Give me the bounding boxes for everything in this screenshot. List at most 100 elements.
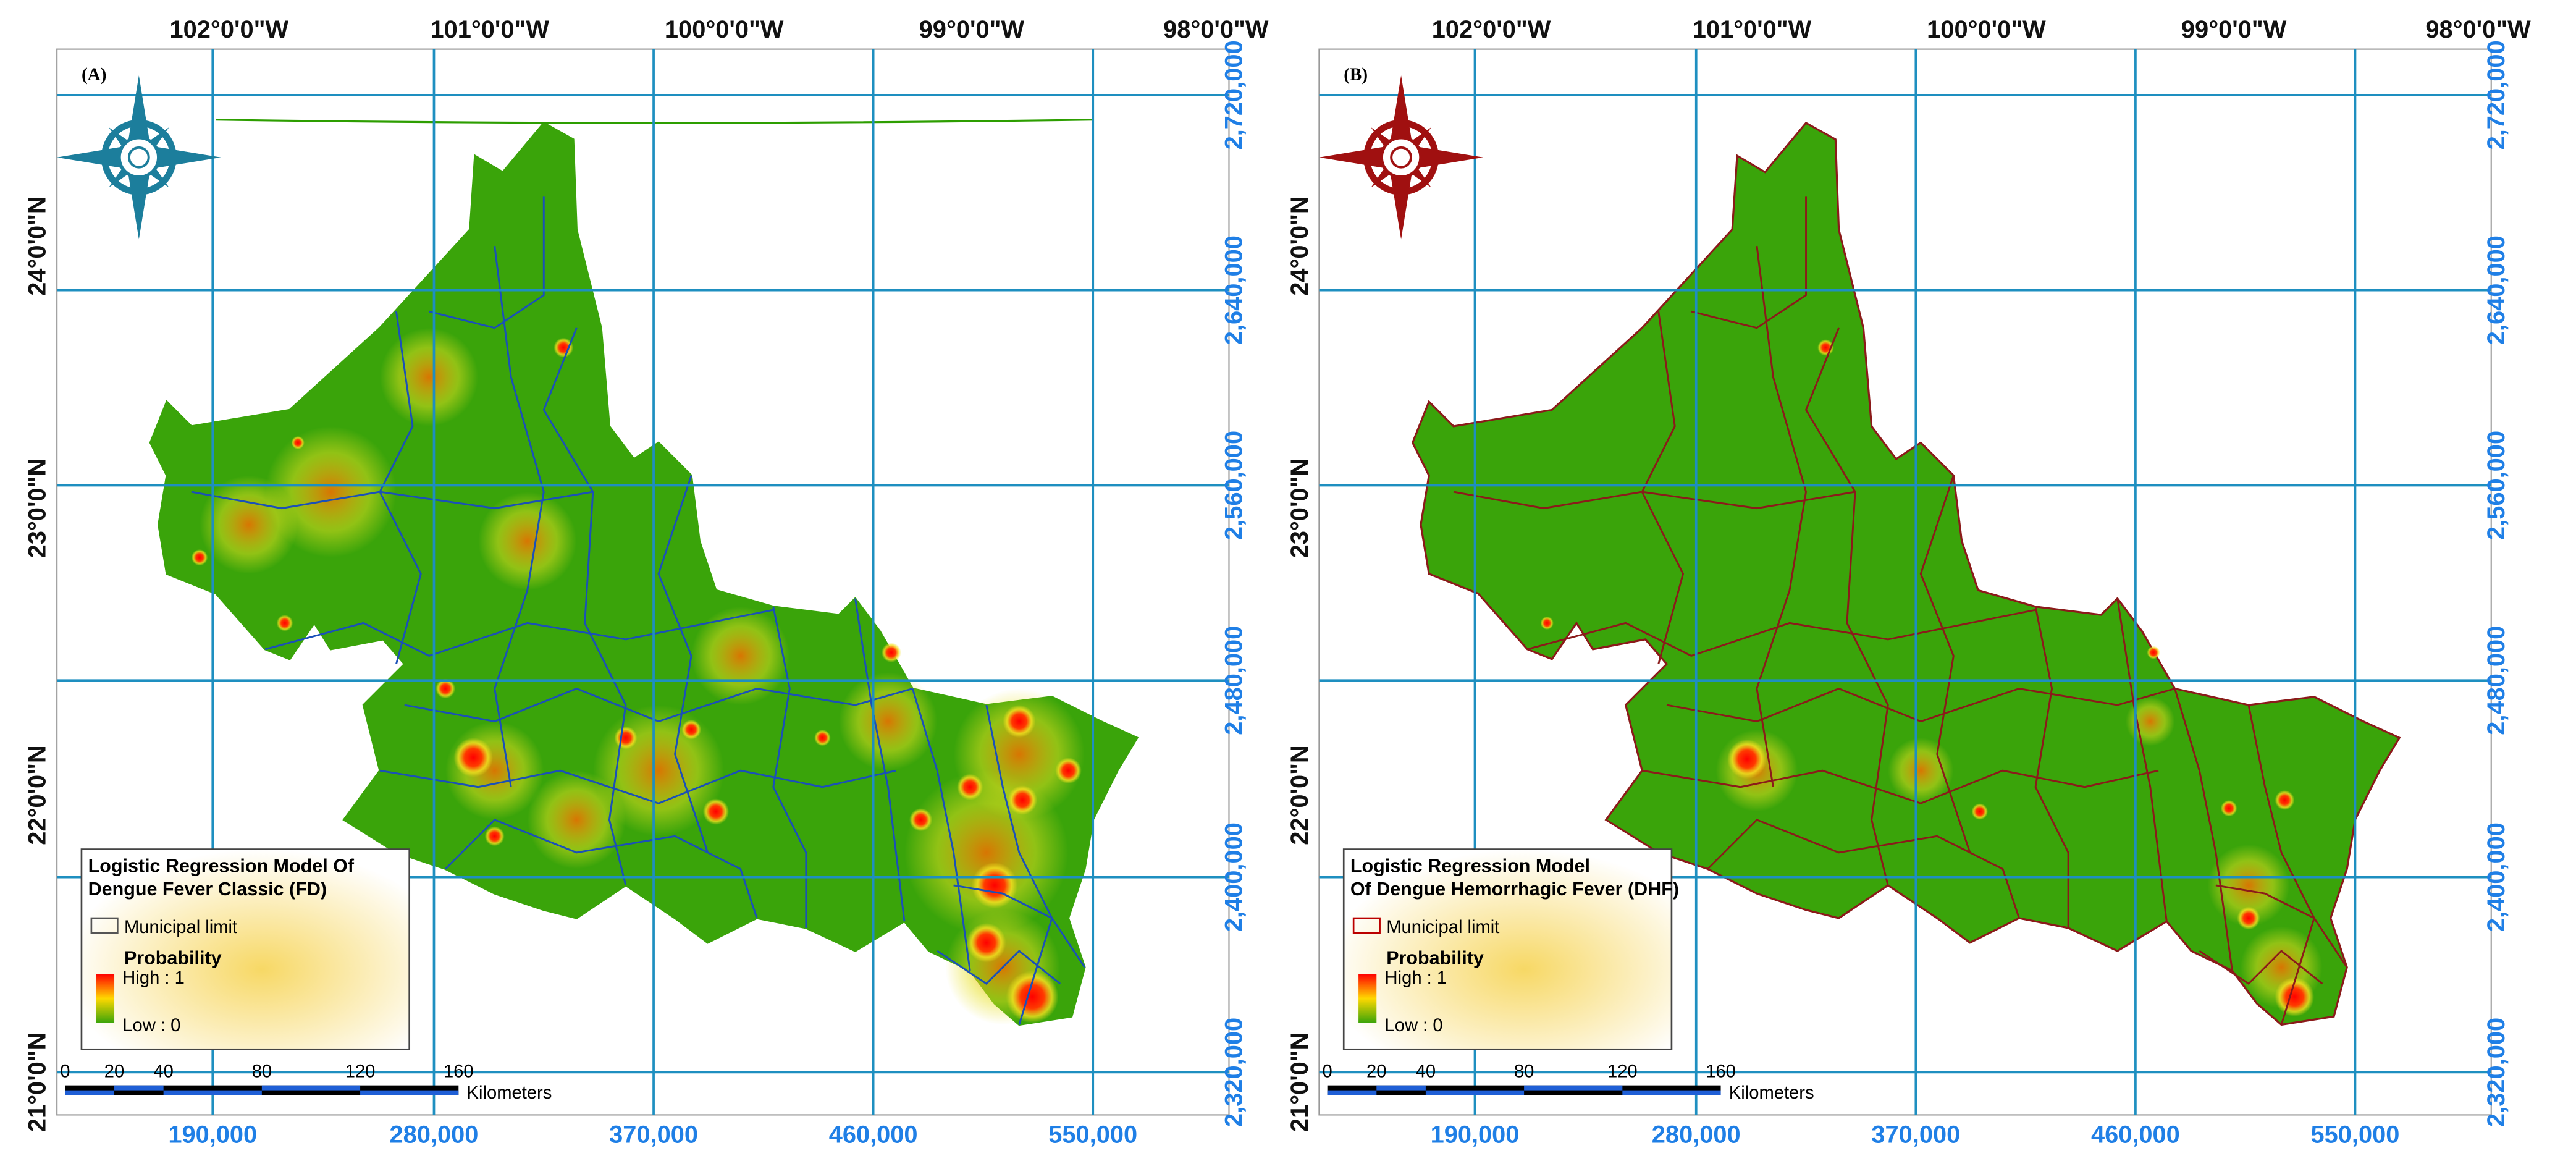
- municipal-limit: [911, 688, 971, 971]
- north-arrow: [57, 75, 221, 240]
- easting-label: 460,000: [2091, 1121, 2180, 1149]
- legend-box: [80, 848, 411, 1050]
- scale-unit: Kilometers: [467, 1083, 552, 1103]
- municipal-limit: [404, 687, 913, 723]
- risk-zone: [478, 492, 577, 591]
- legend-label: Low : 0: [122, 1016, 180, 1036]
- latitude-label: 24°0'0"N: [1286, 196, 1313, 296]
- municipal-limit: [657, 475, 709, 853]
- scale-label: 160: [1706, 1061, 1736, 1081]
- hotspot: [1003, 705, 1036, 738]
- latitude-label: 24°0'0"N: [24, 196, 51, 296]
- risk-zone: [838, 672, 938, 771]
- hotspot: [966, 922, 1006, 963]
- northing-label: 2,560,000: [2483, 431, 2510, 540]
- compass-ring: [1363, 119, 1439, 195]
- latitude-label: 23°0'0"N: [1286, 458, 1313, 559]
- latitude-label: 21°0'0"N: [1286, 1032, 1313, 1133]
- northing-label: 2,320,000: [1221, 1018, 1248, 1127]
- northing-label: 2,320,000: [2483, 1018, 2510, 1127]
- municipal-limit: [2247, 704, 2315, 1025]
- longitude-label: 99°0'0"W: [919, 16, 1025, 43]
- scale-label: 40: [1416, 1061, 1436, 1081]
- scale-label: 160: [444, 1061, 474, 1081]
- scale-segment: [65, 1090, 115, 1095]
- hotspot: [881, 643, 901, 663]
- scale-segment: [163, 1090, 262, 1095]
- hotspot: [1006, 970, 1059, 1023]
- longitude-label: 98°0'0"W: [1163, 16, 1269, 43]
- compass-ring: [1379, 136, 1423, 179]
- hotspot: [191, 549, 208, 566]
- legend-label: High : 1: [122, 968, 185, 988]
- hotspot: [484, 826, 505, 846]
- panel-label: (B): [1344, 65, 1368, 85]
- scale-segment: [1327, 1090, 1377, 1095]
- scale-label: 20: [104, 1061, 124, 1081]
- hotspot: [814, 729, 831, 746]
- latitude-label: 22°0'0"N: [24, 745, 51, 845]
- municipal-limit: [379, 769, 897, 804]
- municipal-limit: [494, 245, 545, 787]
- longitude-label: 101°0'0"W: [430, 16, 549, 43]
- scale-label: 80: [1514, 1061, 1534, 1081]
- northing-label: 2,640,000: [2483, 235, 2510, 345]
- longitude-label: 98°0'0"W: [2425, 16, 2531, 43]
- legend-title: Of Dengue Hemorrhagic Fever (DHF): [1350, 879, 1679, 900]
- scale-segment: [261, 1085, 361, 1091]
- legend-label: Municipal limit: [124, 918, 237, 937]
- northing-label: 2,400,000: [1221, 822, 1248, 932]
- border-line: [216, 119, 1093, 124]
- hotspot: [2275, 790, 2295, 810]
- northing-label: 2,640,000: [1221, 235, 1248, 345]
- scale-segment: [1425, 1090, 1525, 1095]
- legend-box: [1342, 848, 1673, 1050]
- municipal-limit: [2174, 688, 2233, 971]
- color-ramp: [1358, 974, 1377, 1023]
- northing-label: 2,720,000: [2483, 40, 2510, 150]
- municipal-limit: [1919, 475, 1971, 853]
- hotspot: [554, 337, 574, 358]
- northing-label: 2,720,000: [1221, 40, 1248, 150]
- northing-label: 2,560,000: [1221, 431, 1248, 540]
- easting-label: 190,000: [1431, 1121, 1520, 1149]
- easting-label: 550,000: [1048, 1121, 1137, 1149]
- hotspot: [1971, 803, 1989, 820]
- scale-label: 0: [60, 1061, 70, 1081]
- hotspot: [614, 726, 638, 749]
- color-ramp: [96, 974, 115, 1023]
- easting-label: 190,000: [168, 1121, 257, 1149]
- scale-label: 120: [345, 1061, 376, 1081]
- hotspot: [1540, 616, 1554, 630]
- municipal-limit: [985, 704, 1053, 1025]
- hotspot: [956, 774, 983, 800]
- easting-label: 460,000: [829, 1121, 918, 1149]
- scale-label: 20: [1366, 1061, 1386, 1081]
- easting-label: 550,000: [2311, 1121, 2400, 1149]
- latitude-label: 21°0'0"N: [24, 1032, 51, 1133]
- risk-zone: [2207, 844, 2290, 927]
- latitude-label: 22°0'0"N: [1286, 745, 1313, 845]
- latitude-label: 23°0'0"N: [24, 458, 51, 559]
- map-panel: (A) 102°0'0"W 101°0'0"W 100°0'0"W 99°0'0"W 98…: [24, 16, 1269, 1149]
- scale-segment: [1524, 1085, 1623, 1091]
- hotspot: [1008, 785, 1038, 815]
- municipal-limit: [2116, 598, 2168, 922]
- easting-label: 280,000: [390, 1121, 479, 1149]
- hotspot: [1055, 757, 1082, 784]
- compass-center: [127, 146, 150, 169]
- municipal-limit: [1666, 687, 2175, 723]
- municipal-limit: [1641, 769, 2159, 804]
- legend-swatch: [1352, 917, 1381, 934]
- municipal-limit: [542, 327, 627, 886]
- longitude-label: 100°0'0"W: [665, 16, 784, 43]
- panel-label: (A): [82, 65, 107, 85]
- municipal-limit: [854, 598, 906, 922]
- legend-label: Probability: [1386, 947, 1484, 968]
- hotspot: [453, 738, 494, 777]
- legend-label: Low : 0: [1385, 1016, 1443, 1036]
